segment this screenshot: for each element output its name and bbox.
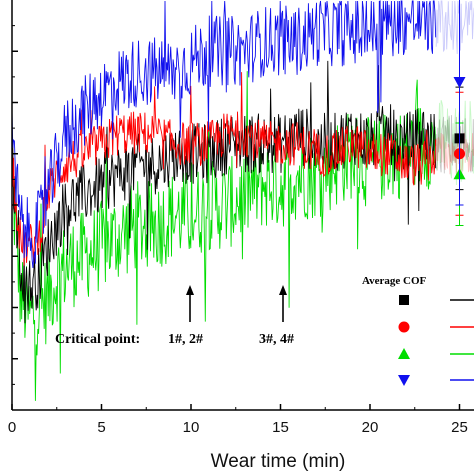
x-tick-label-20: 20: [362, 419, 379, 436]
legend-title: Average COF: [362, 275, 427, 287]
series-line-s4: [11, 0, 437, 269]
x-axis-label: Wear time (min): [211, 451, 346, 472]
y-ticks: [12, 25, 18, 385]
x-tick-label-15: 15: [272, 419, 289, 436]
x-ticks: 0 5 10 15 20 25: [8, 404, 468, 436]
x-tick-label-5: 5: [97, 419, 105, 436]
x-tick-label-10: 10: [183, 419, 200, 436]
series-line-s2: [11, 72, 437, 266]
legend: Average COF: [362, 275, 474, 386]
legend-marker-s4: [398, 375, 410, 386]
plot-series: [11, 0, 474, 401]
x-tick-label-25: 25: [451, 419, 468, 436]
avg-marker-s4: [453, 77, 466, 88]
legend-marker-s3: [398, 348, 410, 359]
critical-arrow-head-2: [279, 285, 287, 295]
series-line-s3: [11, 71, 437, 401]
average-cof-markers: [453, 0, 466, 226]
critical-point-arrows: [186, 285, 287, 322]
critical-point-group-1: 1#, 2#: [168, 332, 203, 347]
x-tick-label-0: 0: [8, 419, 16, 436]
series-line-s1: [11, 60, 437, 324]
critical-point-group-2: 3#, 4#: [259, 332, 294, 347]
legend-marker-s2: [398, 321, 410, 333]
legend-marker-s1: [399, 295, 409, 305]
series-faded-s4: [435, 0, 474, 55]
critical-point-label: Critical point:: [55, 332, 140, 347]
critical-arrow-head-1: [186, 285, 194, 295]
